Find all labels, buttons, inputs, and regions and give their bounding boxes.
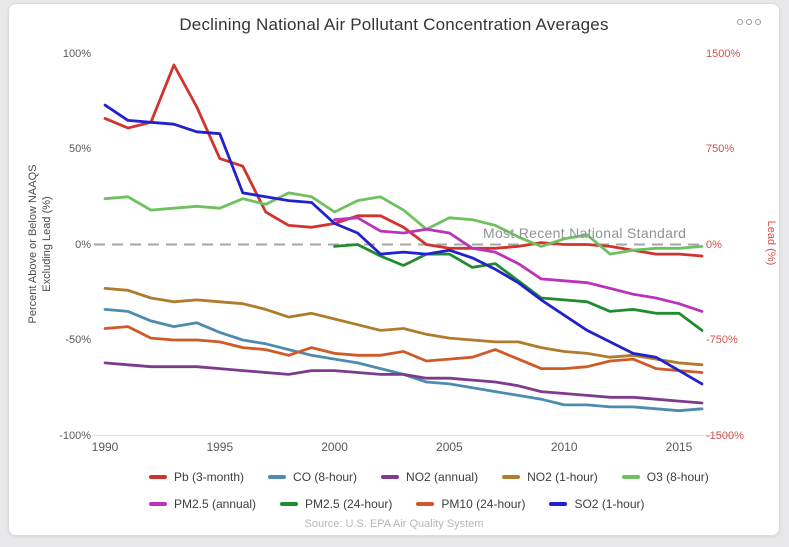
legend-label: PM10 (24-hour) xyxy=(441,497,526,511)
legend-item-so2-1-hour: SO2 (1-hour) xyxy=(549,497,645,511)
right-axis-tick-label: -1500% xyxy=(706,429,744,442)
plot-area: 100% 50% 0% -50% -100% 1500% 750% 0% -750% -1500… xyxy=(9,4,779,535)
legend-swatch-icon xyxy=(502,475,521,479)
series-line-no2-annual xyxy=(103,361,704,405)
legend-swatch-icon xyxy=(149,502,167,506)
legend-item-o3-8-hour: O3 (8-hour) xyxy=(621,470,709,484)
legend-swatch-icon xyxy=(268,475,287,479)
legend-swatch-icon xyxy=(621,475,640,479)
left-axis-title-line1: Percent Above or Below NAAQS xyxy=(27,164,39,324)
source-text: Source: U.S. EPA Air Quality System xyxy=(304,518,484,530)
series-line-pm2-5-annual xyxy=(333,216,704,313)
legend-item-pb-3-month: Pb (3-month) xyxy=(149,470,244,484)
right-axis-tick-label: 1500% xyxy=(706,47,741,60)
x-axis-tick-label: 1990 xyxy=(91,440,119,454)
legend-label: CO (8-hour) xyxy=(293,470,358,484)
legend-item-co-8-hour: CO (8-hour) xyxy=(268,470,357,484)
options-menu-button[interactable] xyxy=(735,17,763,27)
legend-swatch-icon xyxy=(149,475,167,479)
right-axis-title: Lead (%) xyxy=(765,220,777,266)
legend-swatch-icon xyxy=(549,502,568,506)
series-line-so2-1-hour xyxy=(103,103,704,386)
series-line-pb-3-month xyxy=(103,63,704,258)
left-axis-tick-label: 0% xyxy=(75,238,91,251)
series-line-pm10-24-hour xyxy=(103,325,704,374)
legend-label: NO2 (1-hour) xyxy=(527,470,598,484)
series-line-no2-1-hour xyxy=(103,286,704,367)
x-axis-tick-label: 2005 xyxy=(436,440,463,454)
right-axis-tick-label: 0% xyxy=(706,238,722,251)
x-axis-tick-label: 2015 xyxy=(665,440,693,454)
legend-row-1: Pb (3-month) CO (8-hour) NO2 (annual) NO2 (… xyxy=(149,470,769,484)
legend-item-no2-1-hour: NO2 (1-hour) xyxy=(502,470,598,484)
chart-canvas xyxy=(94,63,735,437)
legend-label: NO2 (annual) xyxy=(406,470,479,484)
ellipsis-dot-icon xyxy=(755,19,761,25)
left-axis-tick-label: 50% xyxy=(68,143,91,155)
left-axis-title-line2: Excluding Lead (%) xyxy=(41,196,53,292)
legend-label: PM2.5 (annual) xyxy=(174,497,257,511)
left-axis-tick-label: 100% xyxy=(62,47,91,60)
right-axis-tick-label: -750% xyxy=(706,334,738,346)
legend-item-pm2-5-annual: PM2.5 (annual) xyxy=(149,497,256,511)
legend-swatch-icon xyxy=(381,475,400,479)
x-axis-tick-label: 1995 xyxy=(206,440,234,454)
legend-label: SO2 (1-hour) xyxy=(574,497,645,511)
reference-line-label: Most Recent National Standard xyxy=(483,225,687,241)
right-axis-tick-label: 750% xyxy=(706,143,735,155)
left-axis-tick-label: -50% xyxy=(65,334,91,346)
legend-swatch-icon xyxy=(416,502,435,506)
x-axis-tick-label: 2010 xyxy=(550,440,578,454)
legend-label: Pb (3-month) xyxy=(174,470,245,484)
ellipsis-dot-icon xyxy=(746,19,752,25)
left-axis-tick-label: -100% xyxy=(59,429,91,442)
legend-label: PM2.5 (24-hour) xyxy=(305,497,393,511)
left-axis-title: Percent Above or Below NAAQS Excluding L… xyxy=(26,119,54,369)
legend-item-pm10-24-hour: PM10 (24-hour) xyxy=(416,497,525,511)
ellipsis-dot-icon xyxy=(737,19,743,25)
legend-row-2: PM2.5 (annual) PM2.5 (24-hour) PM10 (24-ho… xyxy=(149,497,769,511)
legend-item-pm2-5-24-hour: PM2.5 (24-hour) xyxy=(280,497,392,511)
legend-item-no2-annual: NO2 (annual) xyxy=(381,470,478,484)
chart-card: Declining National Air Pollutant Concent… xyxy=(8,3,780,536)
series-line-pm2-5-24-hour xyxy=(333,243,704,332)
legend-label: O3 (8-hour) xyxy=(646,470,709,484)
series-line-o3-8-hour xyxy=(103,191,704,256)
x-axis-tick-label: 2000 xyxy=(321,440,348,454)
legend-swatch-icon xyxy=(280,502,299,506)
chart-title: Declining National Air Pollutant Concent… xyxy=(179,15,609,34)
